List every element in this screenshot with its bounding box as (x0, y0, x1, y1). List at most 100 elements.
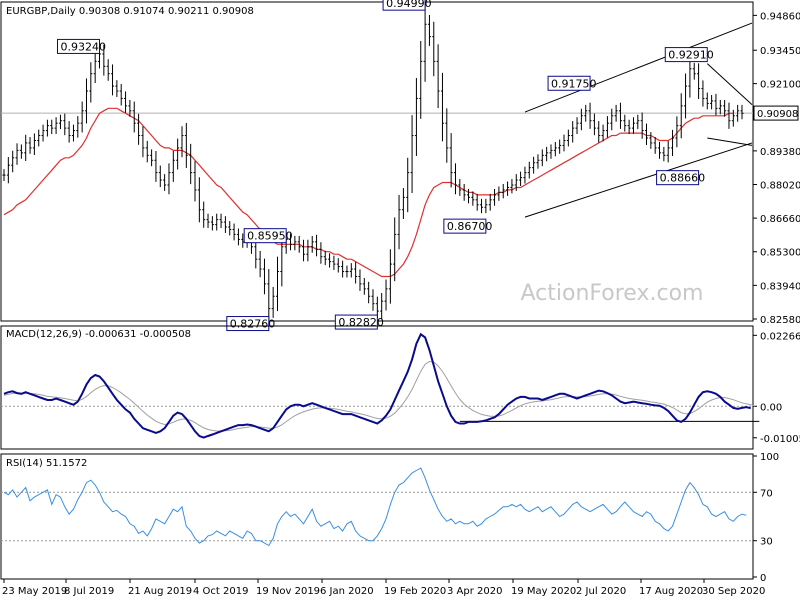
price-bar (219, 213, 223, 229)
trend-channel (524, 22, 753, 218)
price-bar (553, 141, 557, 157)
level-label: 0.82760 (226, 316, 275, 332)
price-bar (119, 83, 123, 106)
time-tick-label: 17 Aug 2020 (639, 586, 703, 597)
price-bar (180, 126, 184, 158)
price-bar (50, 119, 54, 135)
price-bar (332, 255, 336, 271)
price-tick-label: 0.94860 (760, 11, 800, 22)
price-bar (679, 93, 683, 139)
rsi-label: RSI(14) 51.1572 (6, 458, 87, 469)
price-bar (579, 108, 583, 131)
rsi-tick-label: 30 (760, 537, 773, 548)
price-bar (653, 137, 657, 154)
price-bar (484, 198, 488, 214)
price-bar (675, 116, 679, 148)
price-bar (714, 93, 718, 116)
price-bar (631, 117, 635, 135)
price-bar (206, 213, 210, 229)
price-bar (141, 126, 145, 158)
price-tick-label: 0.88020 (760, 180, 800, 191)
price-bar (323, 250, 327, 266)
current-price-tag: 0.90908 (753, 105, 799, 121)
price-bar (519, 171, 523, 186)
price-bar (588, 102, 592, 129)
price-bar (271, 286, 275, 318)
price-bar (15, 143, 19, 165)
price-bar (710, 94, 714, 110)
price-bar (302, 239, 306, 262)
channel-line (524, 142, 753, 218)
price-tick-label: 0.85300 (760, 248, 800, 259)
price-bar (384, 279, 388, 311)
price-bar (649, 132, 653, 149)
price-bar (328, 253, 332, 268)
price-bar (432, 21, 436, 77)
price-tick-label: 0.82580 (760, 315, 800, 326)
macd-label: MACD(12,26,9) -0.000631 -0.000508 (6, 329, 191, 340)
macd-panel: MACD(12,26,9) -0.000631 -0.000508 0.0226… (0, 325, 800, 450)
price-bar (462, 184, 466, 201)
price-bar (84, 78, 88, 124)
price-tick-label: 0.89380 (760, 147, 800, 158)
price-bar (458, 179, 462, 196)
price-bar (115, 80, 119, 97)
price-bar (128, 99, 132, 117)
price-bar (575, 117, 579, 135)
price-bar (423, 3, 427, 82)
price-bar (545, 146, 549, 162)
price-bar (76, 116, 80, 138)
channel-line (707, 137, 753, 146)
price-bar (584, 104, 588, 122)
price-bar (80, 101, 84, 133)
price-bar (605, 116, 609, 138)
price-bar (427, 15, 431, 46)
price-bar (671, 129, 675, 157)
price-bar (275, 256, 279, 312)
price-bar (354, 262, 358, 284)
price-tick-label: 0.92100 (760, 80, 800, 91)
price-bar (319, 242, 323, 264)
price-bar (189, 143, 193, 185)
price-bar (640, 112, 644, 139)
price-bar (289, 233, 293, 251)
price-bar (349, 263, 353, 278)
price-bar (163, 174, 167, 191)
price-bar (410, 115, 414, 194)
price-bar (124, 91, 128, 113)
price-bar (536, 154, 540, 169)
price-bar (197, 177, 201, 223)
price-bar (571, 121, 575, 143)
price-bar (362, 277, 366, 295)
time-tick-label: 23 May 2019 (2, 586, 67, 597)
price-bar (154, 150, 158, 182)
time-tick-label: 21 Aug 2019 (128, 586, 192, 597)
price-bar (67, 121, 71, 143)
price-bar (610, 108, 614, 131)
price-bar (488, 193, 492, 211)
price-bar (623, 114, 627, 132)
price-axis: 0.94860 0.93450 0.92100 0.89380 0.88020 0.866… (753, 11, 800, 326)
price-bar (232, 223, 236, 241)
price-bar (345, 265, 349, 278)
price-bar (514, 174, 518, 191)
price-bar (19, 144, 23, 159)
price-bar (510, 179, 514, 194)
price-bar (601, 124, 605, 142)
price-bar (566, 129, 570, 147)
price-bar (532, 156, 536, 174)
price-bar (267, 269, 271, 324)
price-bar (11, 150, 15, 173)
price-bar (644, 123, 648, 146)
price-bar (549, 144, 553, 159)
price-bar (558, 139, 562, 154)
price-bar (63, 113, 67, 136)
time-tick-label: 2 Jul 2020 (576, 586, 626, 597)
svg-text:0.82820: 0.82820 (338, 316, 384, 329)
price-bar (562, 134, 566, 152)
rsi-line (1, 467, 753, 547)
level-label: 0.85950 (243, 228, 293, 244)
price-bar (236, 228, 240, 246)
price-bar (692, 62, 696, 80)
time-tick-label: 19 May 2020 (511, 586, 576, 597)
